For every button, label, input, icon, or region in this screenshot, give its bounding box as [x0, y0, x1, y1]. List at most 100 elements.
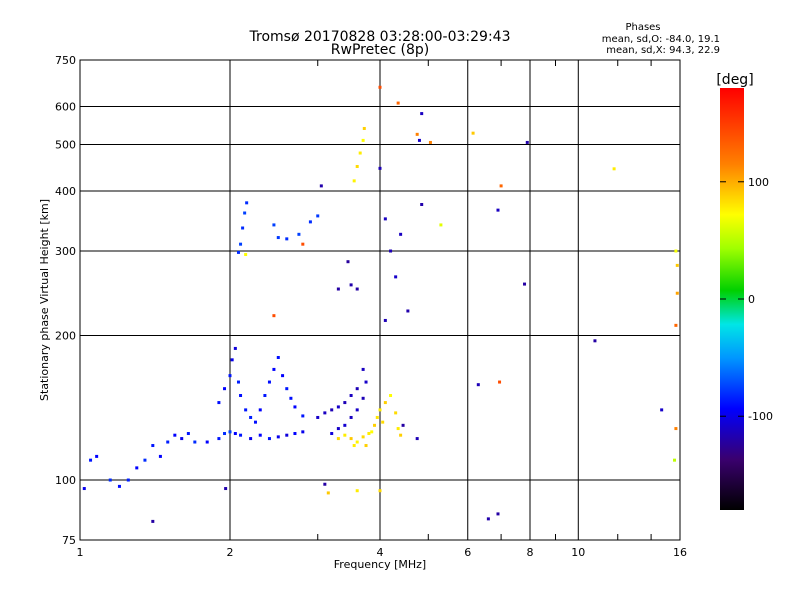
data-point-o	[401, 423, 405, 427]
colorbar-label: [deg]	[716, 72, 753, 88]
data-point-o	[236, 250, 240, 254]
data-point-o	[143, 458, 147, 462]
data-point-o	[230, 358, 234, 362]
data-point-o	[323, 411, 327, 415]
data-point-x	[673, 458, 677, 462]
data-point-o	[263, 394, 267, 398]
data-point-o	[108, 478, 112, 482]
data-point-o	[285, 433, 289, 437]
data-point-o	[173, 433, 177, 437]
data-point-x	[396, 101, 400, 105]
data-point-o	[383, 217, 387, 221]
data-point-x	[355, 440, 359, 444]
x-tick-label: 16	[673, 546, 687, 559]
data-point-o	[267, 380, 271, 384]
data-point-x	[674, 249, 678, 253]
data-point-o	[301, 414, 305, 418]
data-point-o	[239, 433, 243, 437]
y-tick-label: 200	[55, 330, 76, 343]
data-point-o	[525, 140, 529, 144]
data-point-o	[355, 408, 359, 412]
data-point-o	[151, 519, 155, 523]
data-point-o	[233, 346, 237, 350]
data-point-o	[285, 387, 289, 391]
data-point-o	[383, 318, 387, 322]
data-point-o	[193, 440, 197, 444]
phases-title: Phases	[625, 22, 660, 33]
data-point-o	[95, 454, 99, 458]
data-point-o	[346, 260, 350, 264]
data-point-x	[439, 223, 443, 227]
data-point-o	[117, 484, 121, 488]
data-point-o	[293, 405, 297, 409]
data-point-o	[276, 236, 280, 240]
data-point-o	[276, 435, 280, 439]
x-tick-label: 6	[464, 546, 471, 559]
data-point-o	[343, 423, 347, 427]
data-point-o	[224, 487, 228, 491]
data-point-o	[330, 408, 334, 412]
data-point-o	[361, 367, 365, 371]
data-point-o	[186, 432, 190, 436]
data-point-o	[364, 380, 368, 384]
data-point-o	[135, 466, 139, 470]
data-point-o	[336, 287, 340, 291]
data-point-o	[355, 387, 359, 391]
data-point-o	[420, 112, 424, 116]
data-point-x	[675, 291, 679, 295]
x-tick-label: 2	[227, 546, 234, 559]
x-tick-label: 4	[377, 546, 384, 559]
data-point-x	[367, 432, 371, 436]
data-point-o	[415, 437, 419, 441]
data-point-o	[660, 408, 664, 412]
data-point-x	[674, 323, 678, 327]
data-point-o	[355, 287, 359, 291]
data-point-x	[362, 126, 366, 130]
data-point-o	[301, 430, 305, 434]
grid-lines	[80, 60, 680, 540]
data-point-x	[375, 415, 379, 419]
data-point-o	[343, 401, 347, 405]
data-point-o	[223, 432, 227, 436]
data-point-x	[355, 164, 359, 168]
data-point-o	[316, 214, 320, 218]
colorbar-tick-label: 100	[748, 176, 769, 189]
x-tick-label: 1	[77, 546, 84, 559]
data-point-x	[675, 263, 679, 267]
data-point-x	[378, 85, 382, 89]
data-point-o	[523, 282, 527, 286]
x-tick-label: 10	[571, 546, 585, 559]
data-point-o	[349, 283, 353, 287]
data-point-x	[394, 411, 398, 415]
data-point-o	[258, 408, 262, 412]
data-point-o	[258, 433, 262, 437]
data-point-o	[496, 512, 500, 516]
data-point-o	[316, 415, 320, 419]
y-tick-label: 100	[55, 474, 76, 487]
y-axis-label: Stationary phase Virtual Height [km]	[38, 199, 51, 401]
data-point-x	[471, 131, 475, 135]
data-point-o	[308, 220, 312, 224]
data-point-o	[267, 437, 271, 441]
data-point-o	[394, 275, 398, 279]
y-tick-label: 600	[55, 101, 76, 114]
data-point-o	[417, 138, 421, 142]
data-point-o	[378, 166, 382, 170]
data-point-o	[228, 374, 232, 378]
data-point-x	[373, 423, 377, 427]
data-point-o	[249, 437, 253, 441]
axis-ticks: 1 2 4 6 8 10 16 75 100 200 300 400 500 600 750	[55, 54, 687, 559]
data-point-x	[364, 444, 368, 448]
y-tick-label: 400	[55, 185, 76, 198]
data-point-o	[406, 309, 410, 313]
phases-line-o: mean, sd,O: -84.0, 19.1	[602, 34, 720, 45]
y-tick-label: 500	[55, 139, 76, 152]
data-point-o	[126, 478, 130, 482]
data-point-x	[378, 489, 382, 493]
data-point-x	[499, 184, 503, 188]
data-point-x	[301, 242, 305, 246]
data-point-o	[82, 487, 86, 491]
data-point-x	[358, 151, 362, 155]
data-point-o	[245, 201, 249, 205]
